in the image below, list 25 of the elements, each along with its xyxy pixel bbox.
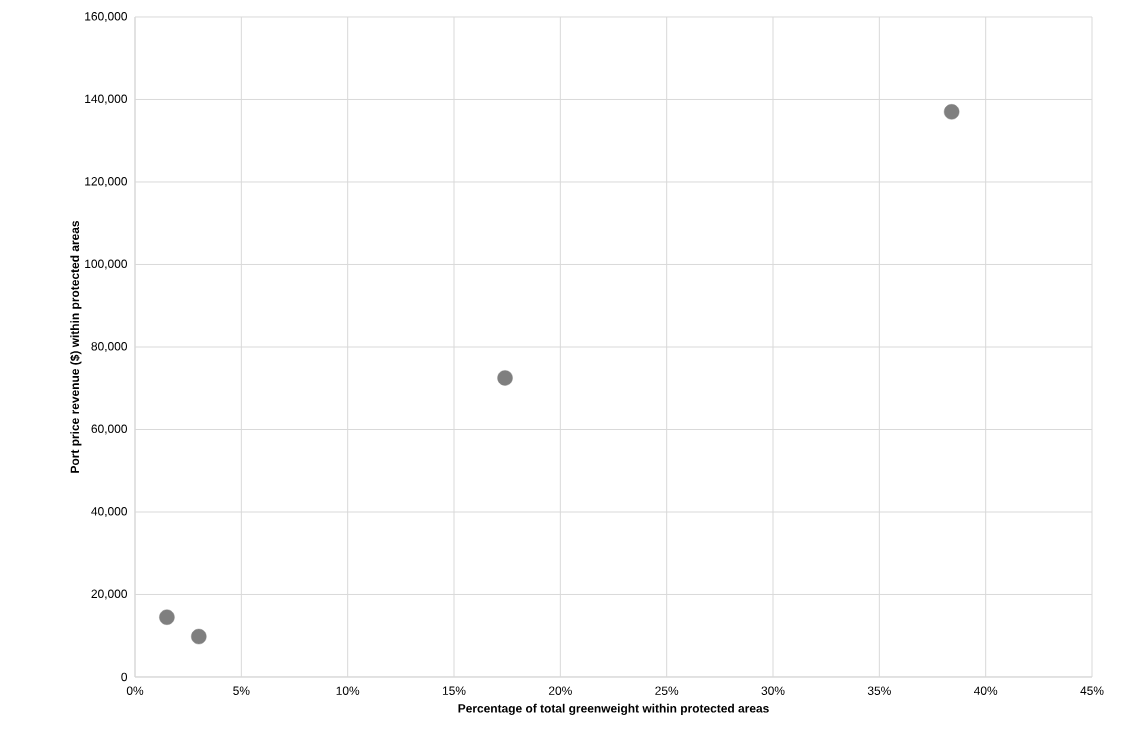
- x-tick-label: 0%: [126, 686, 144, 695]
- y-axis-title: Port price revenue ($) within protected areas: [70, 220, 82, 473]
- x-tick-label: 25%: [655, 686, 679, 695]
- y-tick-label: 120,000: [85, 177, 128, 187]
- y-tick-label: 40,000: [91, 507, 128, 517]
- y-tick-label: 80,000: [91, 342, 128, 352]
- x-tick-label: 15%: [442, 686, 466, 695]
- x-tick-label: 30%: [761, 686, 785, 695]
- y-tick-label: 160,000: [85, 12, 128, 22]
- point: [159, 609, 175, 625]
- x-tick-label: 40%: [973, 686, 998, 695]
- x-tick-label: 45%: [1080, 686, 1104, 695]
- point: [497, 370, 513, 386]
- x-tick-label: 20%: [548, 686, 572, 695]
- point: [943, 104, 960, 120]
- x-axis-title: Percentage of total greenweight within protected areas: [458, 703, 769, 715]
- x-tick-label: 5%: [233, 686, 250, 695]
- y-tick-label: 100,000: [85, 259, 128, 270]
- y-tick-label: 140,000: [85, 94, 128, 105]
- x-tick-label: 10%: [336, 686, 360, 695]
- y-tick-label: 0: [121, 672, 128, 682]
- x-tick-label: 35%: [867, 686, 891, 695]
- y-tick-label: 60,000: [91, 424, 128, 435]
- y-tick-label: 20,000: [91, 589, 128, 600]
- point: [191, 628, 207, 645]
